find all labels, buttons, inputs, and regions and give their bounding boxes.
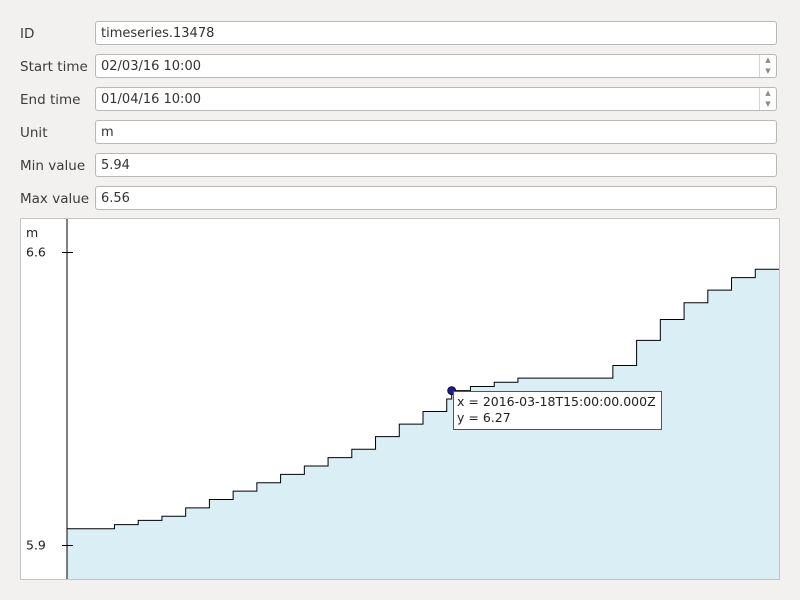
id-field[interactable]: timeseries.13478: [95, 21, 777, 45]
end-time-spinner[interactable]: ▲ ▼: [759, 88, 776, 110]
chart-canvas[interactable]: m 6.6 5.9: [21, 219, 779, 579]
max-value-row: Max value 6.56: [0, 186, 800, 212]
chevron-down-icon[interactable]: ▼: [765, 67, 771, 75]
max-value-label: Max value: [20, 191, 90, 207]
start-time-spinner[interactable]: ▲ ▼: [759, 55, 776, 77]
end-time-label: End time: [20, 92, 81, 108]
chevron-up-icon[interactable]: ▲: [765, 56, 771, 64]
end-time-row: End time 01/04/16 10:00 ▲ ▼: [0, 87, 800, 113]
tooltip-x-text: x = 2016-03-18T15:00:00.000Z: [457, 394, 656, 409]
tooltip-y-text: y = 6.27: [457, 410, 511, 425]
end-time-field[interactable]: 01/04/16 10:00 ▲ ▼: [95, 87, 777, 111]
chart-series-line: [67, 268, 779, 530]
unit-label: Unit: [20, 125, 48, 141]
min-value-row: Min value 5.94: [0, 153, 800, 179]
end-time-value: 01/04/16 10:00: [101, 92, 201, 107]
start-time-field[interactable]: 02/03/16 10:00 ▲ ▼: [95, 54, 777, 78]
start-time-label: Start time: [20, 59, 88, 75]
min-value-label: Min value: [20, 158, 86, 174]
chart-tooltip: x = 2016-03-18T15:00:00.000Z y = 6.27: [453, 391, 662, 430]
chevron-down-icon[interactable]: ▼: [765, 100, 771, 108]
min-value-field[interactable]: 5.94: [95, 153, 777, 177]
unit-field[interactable]: m: [95, 120, 777, 144]
id-row: ID timeseries.13478: [0, 21, 800, 47]
start-time-value: 02/03/16 10:00: [101, 59, 201, 74]
id-label: ID: [20, 26, 35, 42]
y-tick-label: 6.6: [26, 244, 46, 259]
start-time-row: Start time 02/03/16 10:00 ▲ ▼: [0, 54, 800, 80]
timeseries-chart[interactable]: m 6.6 5.9 x = 2016-03-18T15:00:00.000Z y …: [20, 218, 780, 580]
unit-row: Unit m: [0, 120, 800, 146]
max-value-field[interactable]: 6.56: [95, 186, 777, 210]
y-axis-ticks: 6.6 5.9: [26, 244, 73, 553]
y-tick-label: 5.9: [26, 538, 46, 553]
y-axis-unit-label: m: [26, 225, 38, 240]
chevron-up-icon[interactable]: ▲: [765, 89, 771, 97]
